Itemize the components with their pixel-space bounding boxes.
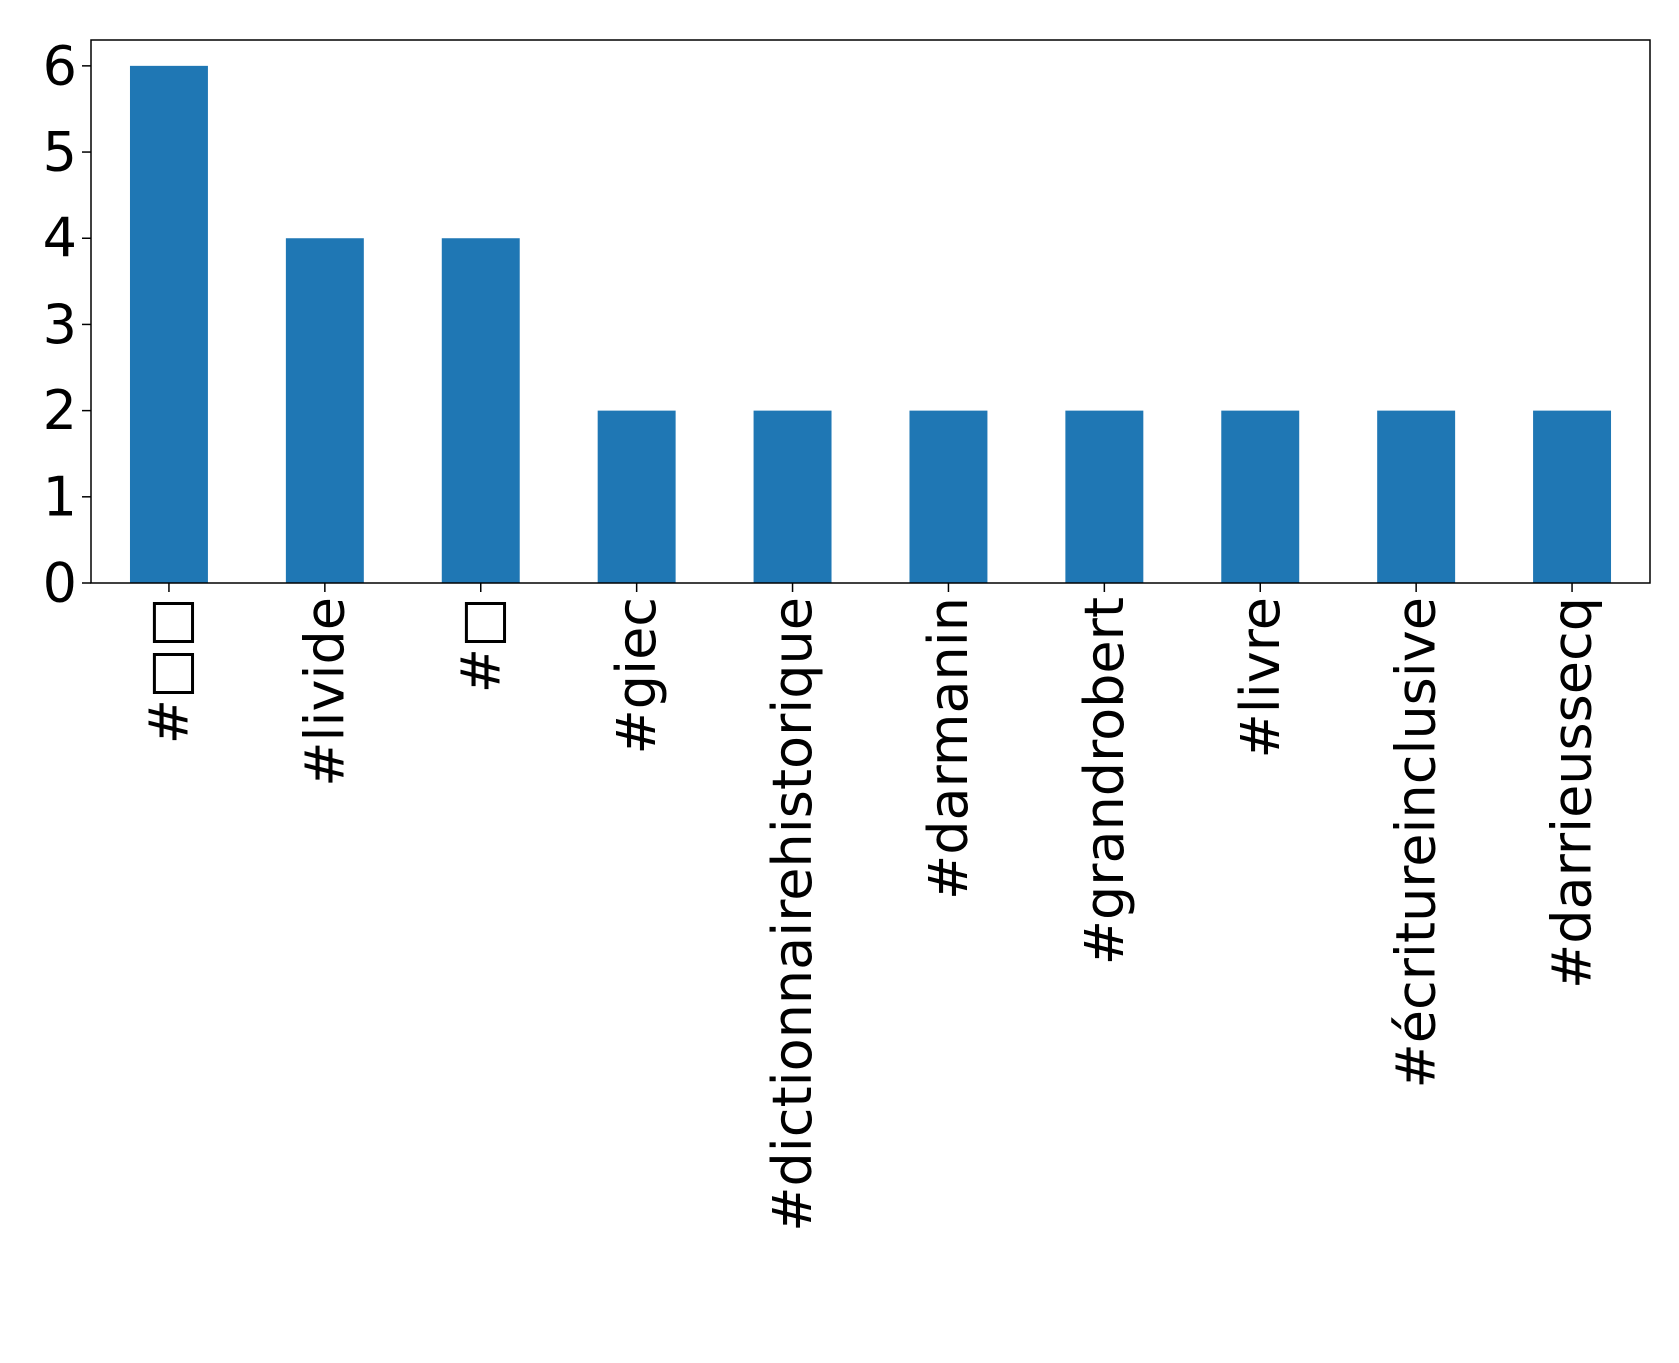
y-axis: 0 1 2 3 4 5 6 <box>43 34 91 615</box>
y-tick-label: 2 <box>43 379 77 442</box>
x-tick-label: #écritureinclusive <box>1385 597 1448 1088</box>
bar <box>1533 410 1612 583</box>
bar <box>753 410 832 583</box>
bar <box>441 238 520 583</box>
plot-frame <box>90 39 1651 584</box>
bar <box>597 410 676 583</box>
x-tick-label: #livide <box>293 597 356 787</box>
y-tick-label: 5 <box>43 121 77 184</box>
bar <box>1221 410 1300 583</box>
bar <box>1377 410 1456 583</box>
y-tick-label: 4 <box>43 207 77 270</box>
y-tick-label: 3 <box>43 293 77 356</box>
x-tick-label: #grandrobert <box>1073 597 1136 965</box>
y-tick-label: 0 <box>43 552 77 615</box>
x-tick-label: #□ <box>449 597 512 693</box>
bars-group <box>129 65 1612 584</box>
x-tick-label: #□□ <box>137 597 200 744</box>
bar <box>285 238 364 583</box>
bar <box>129 65 208 584</box>
x-tick-label: #darrieussecq <box>1541 597 1604 989</box>
y-tick-label: 6 <box>43 34 77 97</box>
x-axis: #□□ #livide #□ #giec #dictionnairehistorique… <box>137 583 1604 1232</box>
x-tick-label: #livre <box>1229 597 1292 758</box>
bar <box>909 410 988 583</box>
x-tick-label: #giec <box>605 597 668 754</box>
bar <box>1065 410 1144 583</box>
x-tick-label: #dictionnairehistorique <box>761 597 824 1232</box>
x-tick-label: #darmanin <box>917 597 980 900</box>
y-tick-label: 1 <box>43 465 77 528</box>
